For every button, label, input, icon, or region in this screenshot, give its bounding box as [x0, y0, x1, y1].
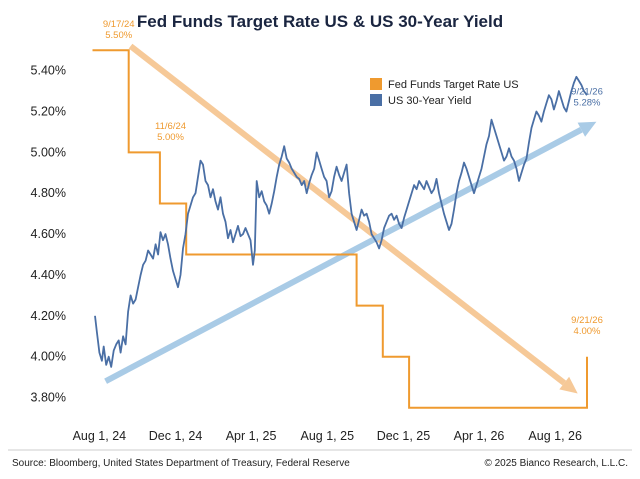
- y-tick-label-5-40: 5.40%: [31, 64, 66, 78]
- legend-swatch-fed-funds: [370, 78, 382, 90]
- series-line-fed-funds-target-rate-us: [92, 49, 588, 409]
- y-axis: 3.80% 4.00% 4.20% 4.40% 4.60% 4.80% 5.00% 5.20%…: [31, 64, 66, 405]
- x-tick-label-aug-1-24: Aug 1, 24: [73, 429, 127, 443]
- ann-ff-2-value-label: 5.00%: [157, 132, 184, 143]
- annotations: 9/17/245.50%11/6/245.00%9/21/265.28%9/21…: [103, 19, 603, 337]
- y-tick-label-4-00: 4.00%: [31, 350, 66, 364]
- arrow-orange-down-head: [559, 376, 578, 394]
- x-tick-label-apr-1-25: Apr 1, 25: [226, 429, 277, 443]
- ann-ff-2-date-label: 11/6/24: [155, 121, 186, 132]
- ann-ff-3-value-label: 4.00%: [574, 326, 601, 337]
- footer-copyright: © 2025 Bianco Research, L.L.C.: [484, 458, 628, 469]
- ann-ff-1-date-label: 9/17/24: [103, 19, 135, 30]
- y-tick-label-4-60: 4.60%: [31, 227, 66, 241]
- x-tick-label-dec-1-24: Dec 1, 24: [149, 429, 203, 443]
- legend-swatch-30y-yield: [370, 94, 382, 106]
- series-line-us-30-year-yield: [94, 75, 588, 368]
- x-tick-label-aug-1-25: Aug 1, 25: [301, 429, 355, 443]
- series-layer: [92, 49, 588, 409]
- y-tick-label-5-20: 5.20%: [31, 105, 66, 119]
- legend-label-fed-funds: Fed Funds Target Rate US: [388, 79, 519, 91]
- y-tick-label-4-80: 4.80%: [31, 186, 66, 200]
- ann-yld-value-label: 5.28%: [574, 97, 601, 108]
- ann-ff-3-date-label: 9/21/26: [571, 315, 603, 326]
- arrow-blue-up-head: [577, 121, 597, 137]
- x-axis: Aug 1, 24 Dec 1, 24 Apr 1, 25 Aug 1, 25 Dec …: [73, 429, 582, 443]
- x-tick-label-aug-1-26: Aug 1, 26: [528, 429, 582, 443]
- y-tick-label-4-40: 4.40%: [31, 268, 66, 282]
- y-tick-label-5-00: 5.00%: [31, 145, 66, 159]
- ann-yld-date-label: 9/21/26: [571, 86, 603, 97]
- arrow-orange-down-shaft: [128, 43, 567, 386]
- y-tick-label-3-80: 3.80%: [31, 391, 66, 405]
- x-tick-label-dec-1-25: Dec 1, 25: [377, 429, 431, 443]
- legend-label-30y-yield: US 30-Year Yield: [388, 95, 471, 107]
- footer-source: Source: Bloomberg, United States Departm…: [12, 458, 350, 469]
- y-tick-label-4-20: 4.20%: [31, 309, 66, 323]
- ann-ff-1-value-label: 5.50%: [105, 30, 132, 41]
- x-tick-label-apr-1-26: Apr 1, 26: [454, 429, 505, 443]
- chart-title: Fed Funds Target Rate US & US 30-Year Yi…: [137, 12, 503, 31]
- legend: Fed Funds Target Rate US US 30-Year Yiel…: [370, 78, 519, 107]
